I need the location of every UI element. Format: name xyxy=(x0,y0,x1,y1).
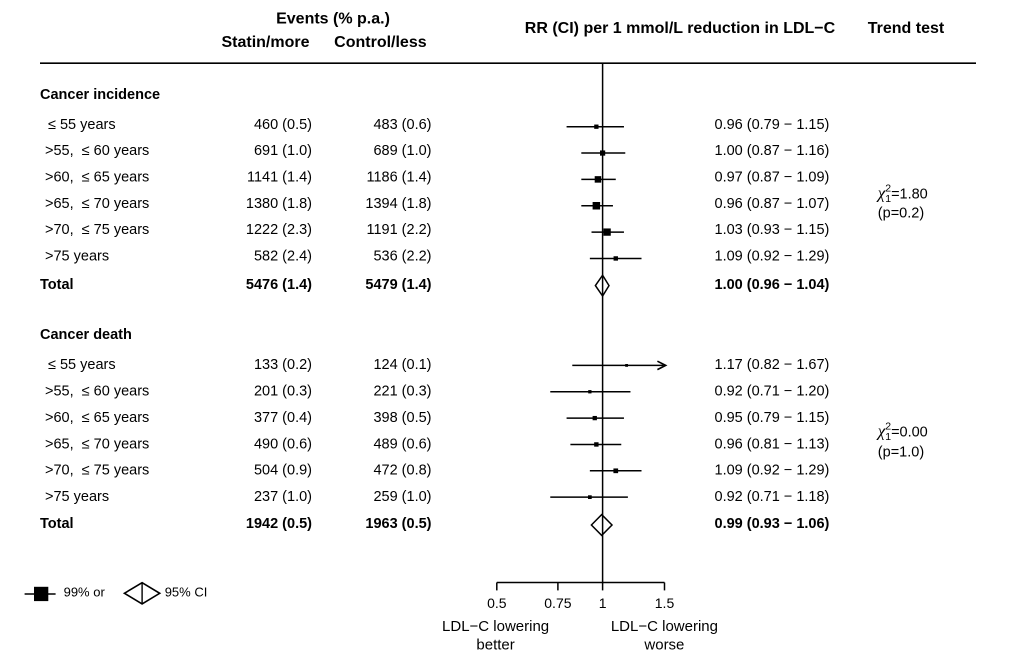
svg-text:>70, ≤ 75 years: >70, ≤ 75 years xyxy=(45,463,149,479)
svg-text:Events (% p.a.): Events (% p.a.) xyxy=(276,10,390,27)
svg-text:(p=0.2): (p=0.2) xyxy=(878,205,924,221)
svg-text:133 (0.2): 133 (0.2) xyxy=(254,357,312,373)
svg-text:>65, ≤ 70 years: >65, ≤ 70 years xyxy=(45,436,149,452)
svg-text:(p=1.0): (p=1.0) xyxy=(878,445,924,461)
svg-text:460 (0.5): 460 (0.5) xyxy=(254,117,312,133)
svg-text:0.99 (0.93 − 1.06): 0.99 (0.93 − 1.06) xyxy=(715,516,830,532)
svg-text:0.96 (0.81 − 1.13): 0.96 (0.81 − 1.13) xyxy=(715,436,830,452)
svg-text:1.00 (0.96 − 1.04): 1.00 (0.96 − 1.04) xyxy=(715,277,830,293)
svg-text:259 (1.0): 259 (1.0) xyxy=(373,489,431,505)
svg-text:1.03 (0.93 − 1.15): 1.03 (0.93 − 1.15) xyxy=(715,222,830,238)
svg-text:1141 (1.4): 1141 (1.4) xyxy=(247,170,312,186)
svg-text:691 (1.0): 691 (1.0) xyxy=(254,143,312,159)
svg-text:99% or: 99% or xyxy=(64,585,106,600)
svg-text:1.09 (0.92 − 1.29): 1.09 (0.92 − 1.29) xyxy=(715,463,830,479)
svg-text:Cancer incidence: Cancer incidence xyxy=(40,87,160,103)
svg-text:0.96 (0.87 − 1.07): 0.96 (0.87 − 1.07) xyxy=(715,196,830,212)
svg-text:>55, ≤ 60 years: >55, ≤ 60 years xyxy=(45,143,149,159)
svg-text:1942 (0.5): 1942 (0.5) xyxy=(246,516,312,532)
svg-text:124 (0.1): 124 (0.1) xyxy=(373,357,431,373)
svg-text:1.17 (0.82 − 1.67): 1.17 (0.82 − 1.67) xyxy=(715,357,830,373)
svg-text:χ21=0.00: χ2 1=0.00 xyxy=(876,421,928,443)
svg-text:>75 years: >75 years xyxy=(45,249,109,265)
svg-text:0.75: 0.75 xyxy=(544,595,571,611)
svg-text:1.5: 1.5 xyxy=(655,595,675,611)
svg-text:>70, ≤ 75 years: >70, ≤ 75 years xyxy=(45,222,149,238)
svg-text:Statin/more: Statin/more xyxy=(221,34,309,51)
svg-text:1963 (0.5): 1963 (0.5) xyxy=(365,516,431,532)
svg-text:>55, ≤ 60 years: >55, ≤ 60 years xyxy=(45,384,149,400)
svg-text:1186 (1.4): 1186 (1.4) xyxy=(366,170,431,186)
svg-text:>75 years: >75 years xyxy=(45,489,109,505)
svg-text:5479 (1.4): 5479 (1.4) xyxy=(365,277,431,293)
svg-text:582 (2.4): 582 (2.4) xyxy=(254,249,312,265)
svg-text:504 (0.9): 504 (0.9) xyxy=(254,463,312,479)
svg-text:≤ 55 years: ≤ 55 years xyxy=(48,117,116,133)
svg-text:689 (1.0): 689 (1.0) xyxy=(373,143,431,159)
svg-text:LDL−C lowering: LDL−C lowering xyxy=(442,618,549,635)
svg-text:better: better xyxy=(476,637,514,654)
svg-text:Control/less: Control/less xyxy=(334,34,427,51)
svg-text:Total: Total xyxy=(40,277,74,293)
svg-text:1.09 (0.92 − 1.29): 1.09 (0.92 − 1.29) xyxy=(715,249,830,265)
svg-text:Trend test: Trend test xyxy=(868,20,945,37)
svg-text:472 (0.8): 472 (0.8) xyxy=(373,463,431,479)
svg-text:χ21=1.80: χ2 1=1.80 xyxy=(876,183,928,205)
svg-text:490 (0.6): 490 (0.6) xyxy=(254,436,312,452)
svg-text:≤ 55 years: ≤ 55 years xyxy=(48,357,116,373)
svg-text:RR (CI) per 1 mmol/L reduction: RR (CI) per 1 mmol/L reduction in LDL−C xyxy=(525,20,836,37)
svg-text:201 (0.3): 201 (0.3) xyxy=(254,384,312,400)
svg-text:377 (0.4): 377 (0.4) xyxy=(254,410,312,426)
svg-text:1394 (1.8): 1394 (1.8) xyxy=(365,196,431,212)
svg-text:0.5: 0.5 xyxy=(487,595,507,611)
svg-text:>65, ≤ 70 years: >65, ≤ 70 years xyxy=(45,196,149,212)
svg-text:398 (0.5): 398 (0.5) xyxy=(373,410,431,426)
svg-text:0.96 (0.79 − 1.15): 0.96 (0.79 − 1.15) xyxy=(715,117,830,133)
svg-text:536 (2.2): 536 (2.2) xyxy=(373,249,431,265)
svg-text:1191 (2.2): 1191 (2.2) xyxy=(366,222,431,238)
svg-text:Total: Total xyxy=(40,516,74,532)
svg-text:1380 (1.8): 1380 (1.8) xyxy=(246,196,312,212)
svg-text:>60, ≤ 65 years: >60, ≤ 65 years xyxy=(45,170,149,186)
svg-text:221 (0.3): 221 (0.3) xyxy=(373,384,431,400)
svg-text:489 (0.6): 489 (0.6) xyxy=(373,436,431,452)
svg-text:95% CI: 95% CI xyxy=(165,585,208,600)
svg-text:0.97 (0.87 − 1.09): 0.97 (0.87 − 1.09) xyxy=(715,170,830,186)
svg-text:LDL−C lowering: LDL−C lowering xyxy=(611,618,718,635)
svg-text:0.95 (0.79 − 1.15): 0.95 (0.79 − 1.15) xyxy=(715,410,830,426)
svg-text:0.92 (0.71 − 1.18): 0.92 (0.71 − 1.18) xyxy=(715,489,830,505)
svg-text:1.00 (0.87 − 1.16): 1.00 (0.87 − 1.16) xyxy=(715,143,830,159)
svg-text:5476 (1.4): 5476 (1.4) xyxy=(246,277,312,293)
svg-text:1: 1 xyxy=(599,595,607,611)
svg-text:237 (1.0): 237 (1.0) xyxy=(254,489,312,505)
svg-text:483 (0.6): 483 (0.6) xyxy=(373,117,431,133)
svg-text:1222 (2.3): 1222 (2.3) xyxy=(246,222,312,238)
svg-text:Cancer death: Cancer death xyxy=(40,327,132,343)
svg-text:0.92 (0.71 − 1.20): 0.92 (0.71 − 1.20) xyxy=(715,384,830,400)
svg-text:>60, ≤ 65 years: >60, ≤ 65 years xyxy=(45,410,149,426)
svg-text:worse: worse xyxy=(643,637,684,654)
